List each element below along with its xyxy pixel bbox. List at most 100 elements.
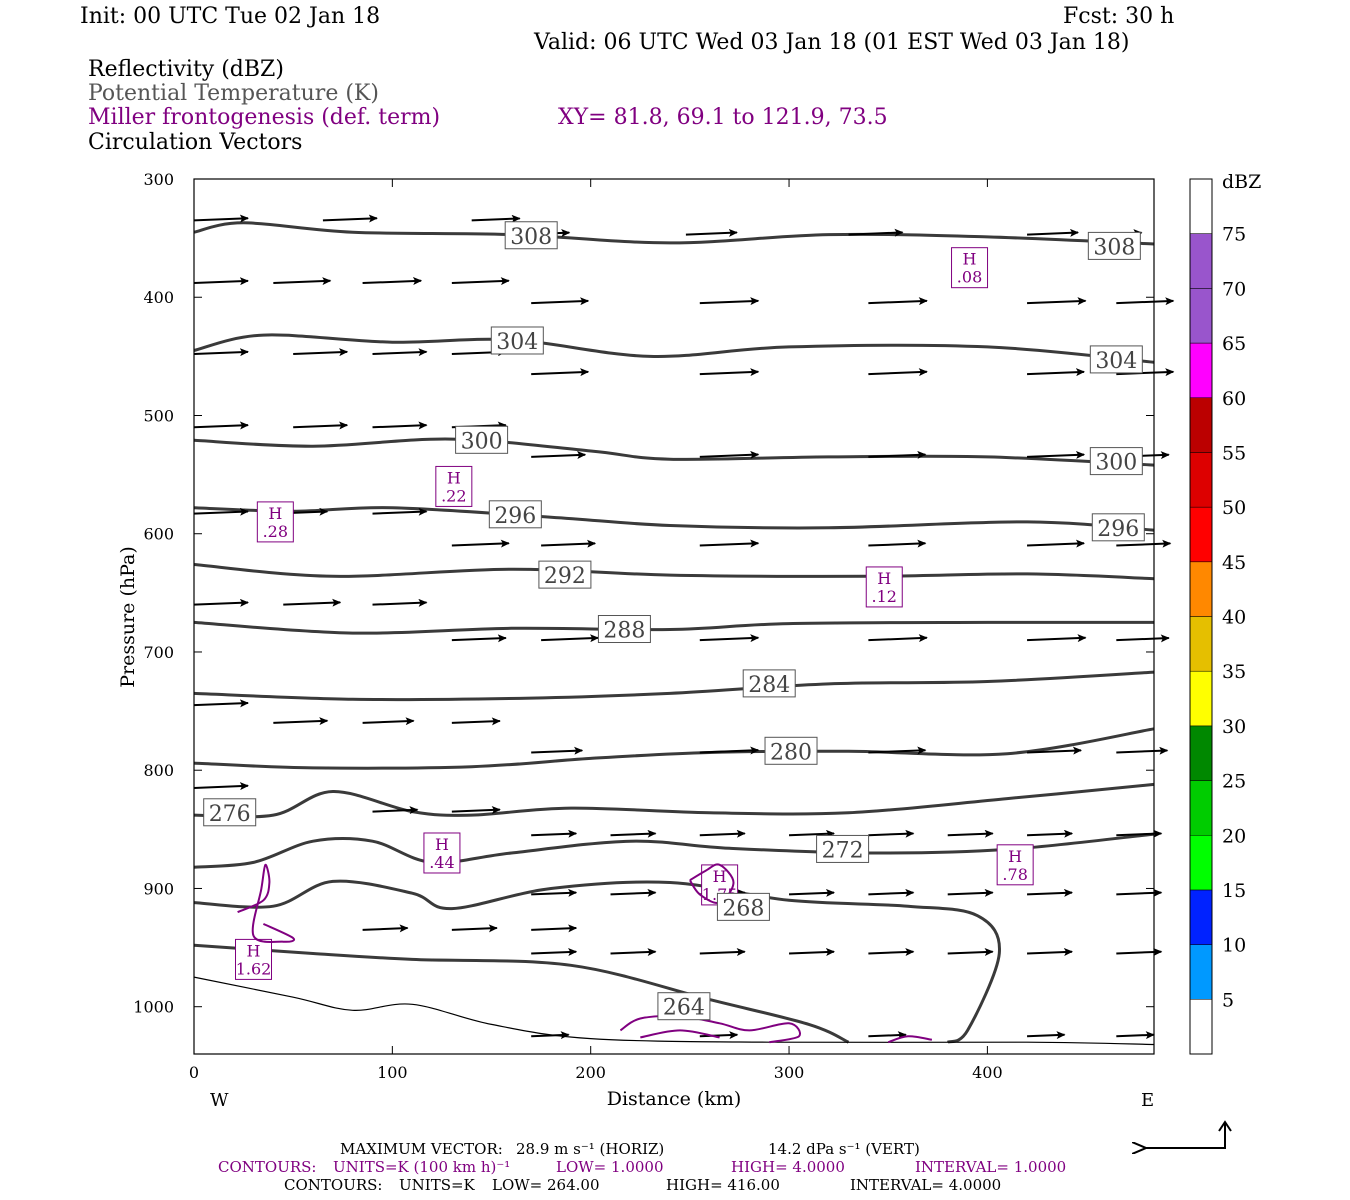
circulation-vector (699, 1031, 739, 1040)
circulation-vector (293, 348, 349, 357)
fronto-contours-high: HIGH= 4.0000 (731, 1158, 845, 1176)
circulation-vector (1116, 539, 1172, 548)
isentrope-label-box (1089, 447, 1143, 476)
fronto-max-value: .78 (1002, 865, 1027, 884)
fronto-max-value: .28 (263, 522, 288, 541)
colorbar-tick-label: 40 (1222, 607, 1246, 629)
isentrope-label-box (1091, 513, 1145, 542)
fronto-contours-low: LOW= 1.0000 (556, 1158, 664, 1176)
circulation-vector (193, 598, 249, 607)
isentrope-label-box (504, 221, 558, 250)
circulation-vector (193, 421, 249, 430)
y-tick-label: 500 (143, 406, 174, 425)
fronto-max-box (865, 566, 903, 608)
circulation-vector (699, 297, 760, 306)
circulation-vector (531, 948, 578, 957)
circulation-vector (531, 297, 590, 306)
circulation-vector (193, 348, 249, 357)
fronto-max-box (235, 938, 273, 980)
fronto-max-value: .22 (441, 486, 466, 505)
fronto-max-box (951, 247, 989, 289)
circulation-vector (362, 924, 409, 933)
circulation-vector (531, 888, 578, 897)
circulation-vector (283, 598, 342, 607)
fronto-contour (689, 863, 735, 904)
circulation-vector (1027, 539, 1086, 548)
circulation-vector (193, 277, 249, 286)
theta-contours-low: LOW= 264.00 (492, 1176, 600, 1194)
circulation-vector (868, 746, 927, 755)
circulation-vector (610, 948, 657, 957)
colorbar-segment (1189, 944, 1213, 1000)
circulation-vector (699, 450, 760, 459)
colorbar-segment (1189, 780, 1213, 836)
isentrope-label-box (716, 892, 770, 921)
circulation-vector (1116, 1031, 1155, 1040)
circulation-vector (372, 598, 428, 607)
fronto-contour (887, 1035, 933, 1044)
colorbar-segment (1189, 288, 1213, 344)
circulation-vector (868, 1031, 907, 1040)
colorbar-tick-label: 70 (1222, 278, 1246, 300)
circulation-vector (451, 924, 498, 933)
circulation-vector (541, 634, 600, 643)
fronto-contours-label: CONTOURS: (218, 1158, 317, 1176)
isentrope-label-box (816, 834, 870, 863)
colorbar-segment (1189, 999, 1213, 1055)
circulation-vector (273, 277, 332, 286)
isentrope-label-box (764, 736, 818, 765)
colorbar-tick-label: 30 (1222, 716, 1246, 738)
fronto-max-h: H (435, 835, 449, 854)
circulation-vector (193, 214, 249, 223)
circulation-vector (1027, 228, 1080, 237)
colorbar-tick-label: 55 (1222, 442, 1246, 464)
circulation-vector (789, 948, 836, 957)
circulation-vector (1116, 297, 1175, 306)
circulation-vector (362, 277, 423, 286)
colorbar-tick-label: 75 (1222, 224, 1246, 246)
isentrope-label: 296 (494, 504, 536, 529)
circulation-vector (193, 782, 249, 791)
circulation-vector (1027, 297, 1087, 306)
circulation-vector (947, 948, 994, 957)
theta-contours-units: UNITS=K (399, 1176, 475, 1194)
isentrope-label-box (1087, 231, 1141, 260)
fronto-max-box (435, 465, 473, 507)
circulation-vector (531, 368, 590, 377)
colorbar-tick-label: 20 (1222, 825, 1246, 847)
circulation-vector (531, 924, 578, 933)
y-tick-label: 400 (143, 288, 174, 307)
colorbar-segment (1189, 506, 1213, 563)
circulation-vector (451, 717, 501, 726)
field-frontogenesis: Miller frontogenesis (def. term) (88, 105, 441, 130)
isentrope-label: 304 (1095, 349, 1137, 374)
isentrope-296 (193, 506, 1155, 532)
colorbar-segment (1189, 670, 1213, 727)
circulation-vector (1027, 948, 1074, 957)
circulation-vector (1027, 1031, 1066, 1040)
y-tick-label: 600 (143, 525, 174, 544)
isentrope-label: 280 (770, 740, 812, 765)
y-tick-label: 700 (143, 643, 174, 662)
fronto-max-h: H (268, 504, 282, 523)
circulation-vector (372, 507, 428, 516)
fronto-max-value: .44 (429, 853, 454, 872)
isentrope-label-box (657, 992, 711, 1021)
x-tick-label: 0 (189, 1063, 199, 1082)
circulation-vector (1027, 746, 1083, 755)
circulation-vector (868, 634, 928, 643)
circulation-vector (451, 806, 501, 814)
circulation-vector (1116, 368, 1175, 377)
colorbar-tick-label: 45 (1222, 552, 1246, 574)
isentrope-label-box (1089, 345, 1143, 374)
y-tick-label: 800 (143, 761, 174, 780)
circulation-vector (1116, 746, 1169, 755)
fronto-max-h: H (963, 250, 977, 269)
circulation-vector (868, 368, 928, 377)
isentrope-label: 284 (748, 673, 790, 698)
valid-time: Valid: 06 UTC Wed 03 Jan 18 (01 EST Wed … (534, 30, 1130, 55)
colorbar-tick-label: 5 (1222, 989, 1234, 1011)
isentrope-label: 300 (1095, 451, 1137, 476)
isentrope-label: 308 (510, 225, 552, 250)
